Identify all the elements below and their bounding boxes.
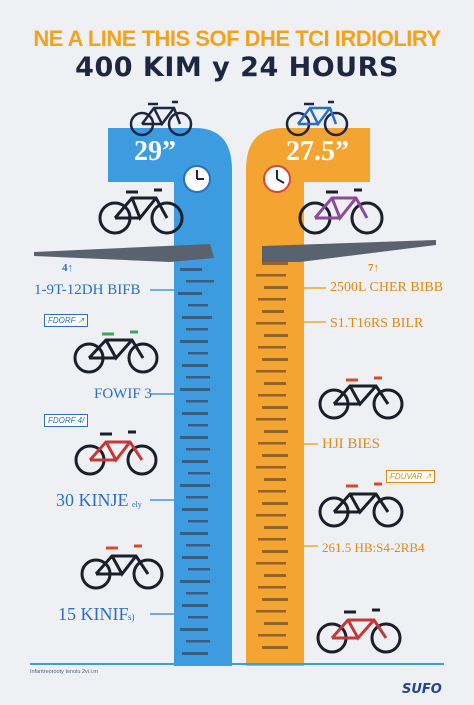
left-tag-1: FDORF ↗ (44, 314, 89, 327)
footer-caption: Infantreorooty tenoiu 2vi.i.m (30, 669, 98, 675)
clock-icon (263, 165, 291, 193)
left-label-2: FOWIF 3 (94, 386, 152, 402)
left-arrow-note: 4↑ (62, 262, 73, 274)
left-label-3-suffix: ely (132, 500, 142, 509)
right-wheel-size: 27.5” (286, 136, 349, 167)
mountain-bike-icon (73, 330, 159, 374)
right-tag-1: FDUVAR ↗ (386, 470, 436, 483)
title-line-2: 400 KIM y 24 HOURS (75, 52, 399, 83)
right-blade (262, 240, 436, 262)
mountain-bike-icon (318, 482, 404, 528)
mountain-bike-icon (80, 544, 164, 590)
left-wheel-size: 29” (134, 136, 176, 167)
left-connectors (150, 289, 180, 615)
mountain-bike-icon (318, 376, 404, 420)
mountain-bike-icon (74, 430, 158, 476)
left-label-1: 1-9T-12DH BIFB (34, 282, 141, 298)
left-blade (34, 244, 214, 262)
mountain-bike-icon (98, 188, 184, 235)
left-label-3: 30 KINJE (56, 490, 129, 510)
left-ladder-ticks (178, 268, 214, 655)
left-label-4: 15 KINIF (58, 604, 129, 624)
right-label-4: 261.5 HB:S4-2RB4 (322, 540, 425, 555)
left-bar (108, 128, 232, 666)
right-label-3: HJI BIES (322, 436, 380, 452)
clock-icon (183, 165, 211, 193)
right-connectors (290, 287, 326, 547)
road-bike-icon (285, 100, 349, 137)
left-tag-2: FDORF 4/ (44, 414, 89, 427)
mountain-bike-icon (298, 188, 384, 235)
right-label-2: S1.T16RS BILR (330, 316, 424, 331)
mountain-bike-icon (316, 608, 402, 654)
right-arrow-note: 7↑ (368, 262, 379, 274)
right-ladder-ticks (256, 262, 288, 649)
title-line-1: NE A LINE THIS SOF DHE TCI IRDIOLIRY (33, 26, 441, 51)
brand-logo: SUFO (402, 682, 442, 697)
right-label-1: 2500L CHER BIBB (330, 280, 444, 295)
road-bike-icon (129, 100, 193, 137)
left-label-4-suffix: s) (128, 612, 135, 622)
